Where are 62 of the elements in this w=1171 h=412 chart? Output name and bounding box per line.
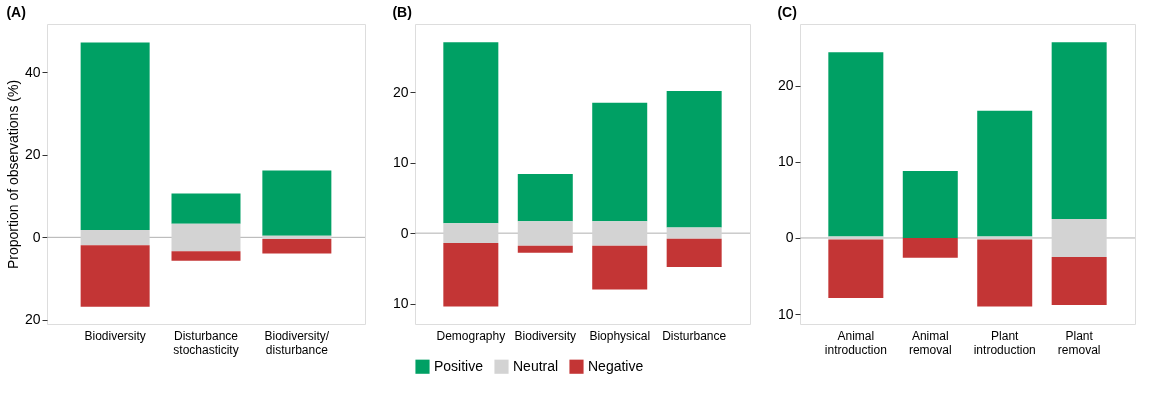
- y-tick-label: 10: [777, 153, 794, 170]
- bar: [828, 236, 884, 240]
- bar: [592, 221, 648, 246]
- bar: [1051, 218, 1107, 257]
- chart-title: (B): [392, 4, 412, 20]
- bar: [666, 238, 722, 267]
- x-tick-label: Biodiversity: [514, 328, 576, 343]
- legend-label: Neutral: [513, 357, 559, 374]
- x-tick-label: Animal introduction: [824, 328, 887, 357]
- bar: [171, 193, 241, 224]
- y-tick-label: 0: [32, 228, 41, 245]
- legend-label: Negative: [588, 357, 644, 374]
- bar: [443, 243, 499, 307]
- bar: [443, 42, 499, 224]
- x-tick-label: Animal removal: [908, 328, 952, 357]
- x-tick-label: Demography: [436, 328, 506, 343]
- bar: [171, 223, 241, 252]
- bar: [443, 223, 499, 244]
- x-tick-label: Biophysical: [589, 328, 651, 343]
- x-tick-label: Disturbance: [662, 328, 727, 343]
- bar: [977, 239, 1033, 307]
- bar: [666, 90, 722, 228]
- bar: [517, 174, 573, 222]
- y-tick-label: 20: [392, 83, 409, 100]
- bar: [592, 245, 648, 290]
- bar: [902, 237, 958, 258]
- y-tick-label: 20: [24, 146, 41, 163]
- bar: [80, 42, 150, 230]
- y-tick-label: 40: [24, 63, 41, 80]
- bar: [902, 170, 958, 238]
- bar: [828, 239, 884, 299]
- bar: [666, 227, 722, 239]
- x-tick-label: Plant removal: [1057, 328, 1101, 357]
- y-tick-label: 10: [392, 154, 409, 171]
- bar: [80, 229, 150, 246]
- x-tick-label: Biodiversity/ disturbance: [264, 328, 330, 357]
- bar: [1051, 42, 1107, 219]
- bar: [517, 221, 573, 246]
- x-tick-label: Plant introduction: [973, 328, 1036, 357]
- chart-title: (A): [6, 4, 26, 20]
- y-tick-label: 10: [392, 295, 409, 312]
- x-tick-label: Disturbance stochasticity: [173, 328, 239, 357]
- y-tick-label: 0: [785, 229, 794, 246]
- y-tick-label: 10: [777, 305, 794, 322]
- bar: [592, 102, 648, 222]
- legend-label: Positive: [434, 357, 484, 374]
- y-tick-label: 20: [24, 311, 41, 328]
- bar: [171, 251, 241, 261]
- bar: [977, 236, 1033, 240]
- x-tick-label: Biodiversity: [84, 328, 146, 343]
- bar: [262, 235, 332, 239]
- y-axis-title: Proportion of observations (%): [4, 79, 21, 270]
- bar: [80, 245, 150, 307]
- y-tick-label: 0: [400, 224, 409, 241]
- bar: [262, 238, 332, 254]
- bar: [977, 110, 1033, 237]
- bar: [1051, 256, 1107, 305]
- bar: [828, 52, 884, 237]
- bar: [262, 170, 332, 236]
- y-tick-label: 20: [777, 77, 794, 94]
- bar: [517, 245, 573, 253]
- chart-title: (C): [777, 4, 797, 20]
